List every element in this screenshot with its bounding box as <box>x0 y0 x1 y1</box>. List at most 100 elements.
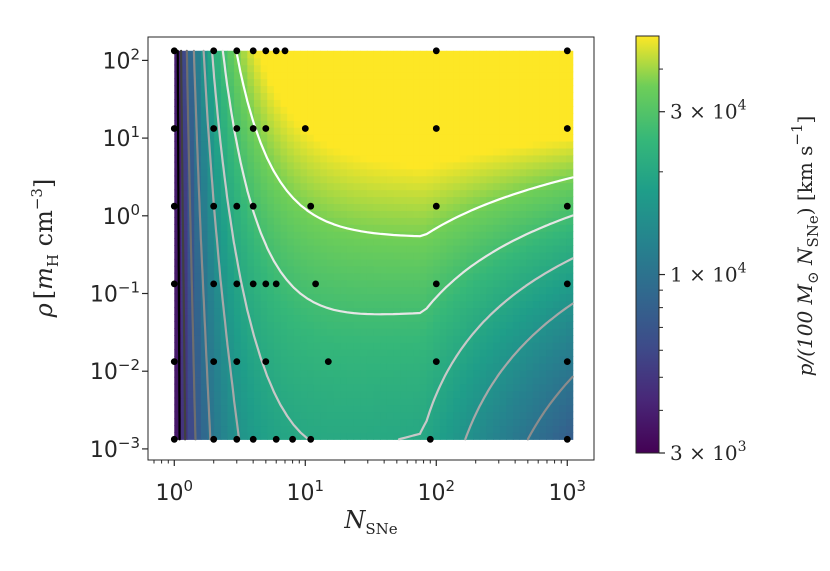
heatmap-cell <box>353 189 361 198</box>
heatmap-cell <box>220 71 228 80</box>
heatmap-cell <box>220 390 228 399</box>
heatmap-cell <box>453 362 461 371</box>
heatmap-cell <box>559 127 567 135</box>
heatmap-cell <box>453 161 461 170</box>
heatmap-cell <box>340 293 348 302</box>
heatmap-cell <box>260 390 268 399</box>
heatmap-cell <box>214 71 222 80</box>
heatmap-cell <box>453 376 461 385</box>
heatmap-cell <box>234 106 242 114</box>
heatmap-cell <box>519 78 527 87</box>
heatmap-cell <box>373 356 381 364</box>
heatmap-cell <box>393 147 401 156</box>
heatmap-cell <box>234 175 242 184</box>
heatmap-cell <box>200 376 209 385</box>
heatmap-cell <box>180 238 189 246</box>
heatmap-cell <box>419 120 428 128</box>
heatmap-cell <box>459 245 468 253</box>
heatmap-cell <box>413 231 421 239</box>
heatmap-cell <box>559 168 567 177</box>
heatmap-cell <box>373 106 381 114</box>
heatmap-cell <box>307 196 315 204</box>
heatmap-cell <box>234 376 242 385</box>
heatmap-cell <box>313 231 321 239</box>
heatmap-cell <box>433 210 441 218</box>
heatmap-cell <box>220 342 228 350</box>
heatmap-cell <box>320 335 328 343</box>
heatmap-cell <box>293 356 302 364</box>
heatmap-cell <box>293 376 302 385</box>
heatmap-cell <box>439 321 448 329</box>
heatmap-cell <box>386 147 394 156</box>
heatmap-cell <box>486 411 494 420</box>
heatmap-cell <box>466 224 474 232</box>
heatmap-cell <box>313 321 321 329</box>
heatmap-cell <box>240 182 248 191</box>
heatmap-cell <box>300 196 308 204</box>
heatmap-cell <box>546 362 554 371</box>
heatmap-cell <box>546 272 554 281</box>
heatmap-cell <box>446 134 454 142</box>
heatmap-cell <box>426 425 434 433</box>
heatmap-cell <box>386 210 394 218</box>
heatmap-cell <box>493 92 501 100</box>
heatmap-cell <box>353 314 361 322</box>
heatmap-cell <box>466 78 474 87</box>
heatmap-cell <box>393 71 401 80</box>
heatmap-cell <box>499 251 507 260</box>
heatmap-cell <box>240 272 248 281</box>
sample-point <box>210 47 218 55</box>
heatmap-cell <box>280 328 288 336</box>
heatmap-cell <box>320 245 328 253</box>
heatmap-cell <box>227 258 235 267</box>
heatmap-cell <box>566 293 574 302</box>
heatmap-cell <box>413 314 421 322</box>
heatmap-cell <box>180 106 189 114</box>
heatmap-cell <box>333 286 341 295</box>
heatmap-cell <box>526 182 534 191</box>
heatmap-cell <box>187 369 195 378</box>
heatmap-cell <box>200 154 209 163</box>
heatmap-cell <box>512 238 521 246</box>
heatmap-cell <box>532 224 541 232</box>
heatmap-cell <box>174 342 182 350</box>
heatmap-cell <box>446 168 454 177</box>
heatmap-cell <box>313 265 321 274</box>
heatmap-cell <box>180 258 189 267</box>
heatmap-cell <box>512 307 521 316</box>
heatmap-cell <box>267 286 275 295</box>
heatmap-cell <box>307 85 315 93</box>
heatmap-cell <box>200 189 209 198</box>
heatmap-cell <box>293 258 302 267</box>
heatmap-cell <box>333 78 341 87</box>
heatmap-cell <box>413 147 421 156</box>
heatmap-cell <box>214 369 222 378</box>
heatmap-cell <box>280 307 288 316</box>
heatmap-cell <box>393 92 401 100</box>
heatmap-cell <box>360 203 368 211</box>
heatmap-cell <box>360 432 368 440</box>
heatmap-cell <box>459 71 468 80</box>
heatmap-cell <box>393 425 401 433</box>
heatmap-cell <box>446 369 454 378</box>
heatmap-cell <box>346 134 355 142</box>
heatmap-cell <box>419 362 428 371</box>
heatmap-cell <box>234 168 242 177</box>
heatmap-cell <box>400 362 408 371</box>
heatmap-cell <box>566 140 574 149</box>
heatmap-cell <box>313 356 321 364</box>
heatmap-cell <box>187 113 195 121</box>
heatmap-cell <box>519 349 527 357</box>
heatmap-cell <box>366 418 375 427</box>
heatmap-cell <box>200 92 209 100</box>
heatmap-cell <box>327 175 335 184</box>
heatmap-cell <box>240 251 248 260</box>
heatmap-cell <box>539 168 547 177</box>
heatmap-cell <box>227 120 235 128</box>
heatmap-cell <box>479 314 487 322</box>
heatmap-cell <box>400 189 408 198</box>
heatmap-cell <box>559 362 567 371</box>
heatmap-cell <box>240 404 248 413</box>
heatmap-cell <box>426 57 434 66</box>
heatmap-cell <box>307 50 315 59</box>
